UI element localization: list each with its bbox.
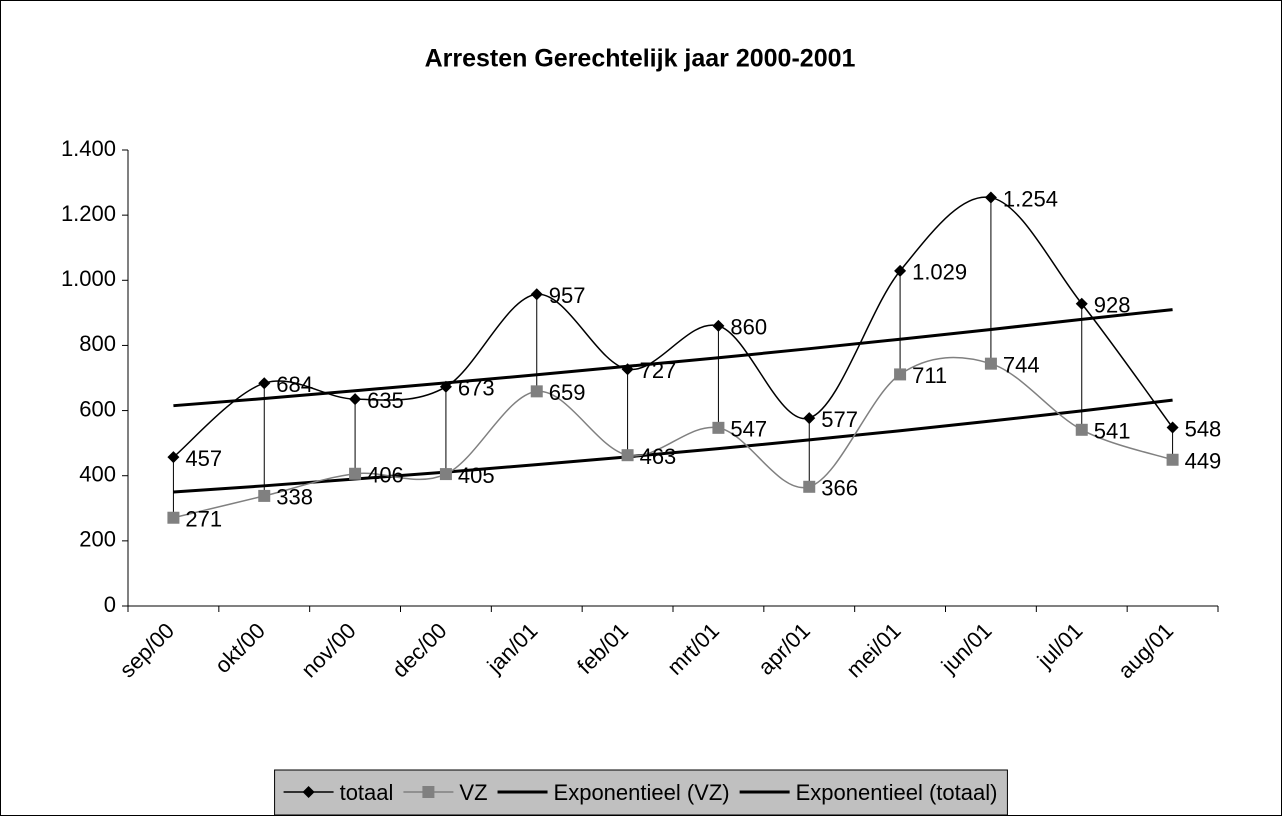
marker [167, 451, 180, 464]
data-label: 463 [640, 444, 677, 469]
marker [167, 511, 180, 524]
marker [894, 264, 907, 277]
marker [984, 191, 997, 204]
data-label: 727 [640, 358, 677, 383]
y-tick-label: 1.000 [61, 266, 116, 291]
marker [1166, 421, 1179, 434]
marker [302, 786, 315, 798]
legend-label: Exponentieel (totaal) [796, 780, 998, 805]
data-label: 541 [1094, 419, 1131, 444]
data-label: 635 [367, 388, 404, 413]
y-tick-label: 400 [79, 462, 116, 487]
data-label: 338 [276, 485, 313, 510]
y-tick-label: 800 [79, 331, 116, 356]
marker [349, 467, 362, 480]
data-label: 1.254 [1003, 186, 1058, 211]
y-tick-label: 0 [104, 592, 116, 617]
marker [439, 380, 452, 393]
data-label: 711 [912, 363, 947, 388]
marker [422, 786, 435, 798]
data-label: 449 [1185, 449, 1222, 474]
marker [530, 288, 543, 301]
data-label: 405 [458, 463, 495, 488]
marker [258, 489, 271, 502]
data-label: 366 [821, 476, 858, 501]
data-label: 457 [185, 446, 222, 471]
data-label: 673 [458, 376, 495, 401]
y-tick-label: 600 [79, 396, 116, 421]
data-label: 659 [549, 380, 586, 405]
marker [1166, 453, 1179, 466]
series-line [173, 398, 1173, 494]
marker [621, 363, 634, 376]
marker [712, 319, 725, 332]
data-label: 406 [367, 463, 404, 488]
data-label: 744 [1003, 352, 1040, 377]
data-label: 1.029 [912, 260, 967, 285]
chart-title: Arresten Gerechtelijk jaar 2000-2001 [425, 45, 856, 73]
marker [803, 480, 816, 493]
y-tick-label: 1.200 [61, 201, 116, 226]
marker [1075, 297, 1088, 310]
y-tick-label: 200 [79, 527, 116, 552]
marker [712, 421, 725, 434]
data-label: 957 [549, 283, 586, 308]
marker [258, 377, 271, 390]
legend: totaal VZ Exponentieel (VZ) Exponentieel (t… [274, 769, 1008, 816]
data-label: 860 [730, 315, 767, 340]
marker [894, 368, 907, 381]
marker [984, 357, 997, 370]
legend-label: VZ [459, 780, 487, 805]
data-label: 271 [185, 507, 222, 532]
data-label: 548 [1185, 416, 1222, 441]
data-label: 928 [1094, 293, 1131, 318]
legend-label: Exponentieel (VZ) [554, 780, 730, 805]
data-label: 577 [821, 407, 858, 432]
marker [439, 468, 452, 481]
legend-box [274, 769, 1008, 816]
y-tick-label: 1.400 [61, 136, 116, 161]
marker [530, 385, 543, 398]
data-label: 684 [276, 372, 313, 397]
data-label: 547 [730, 417, 767, 442]
series-line [173, 308, 1173, 408]
legend-label: totaal [340, 780, 394, 805]
marker [803, 412, 816, 425]
marker [1075, 423, 1088, 436]
marker [349, 393, 362, 406]
marker [621, 449, 634, 462]
